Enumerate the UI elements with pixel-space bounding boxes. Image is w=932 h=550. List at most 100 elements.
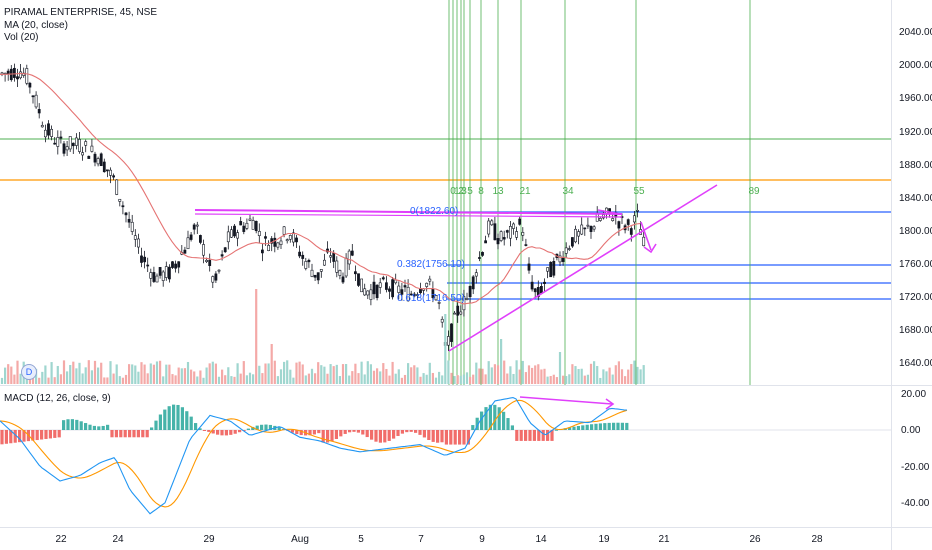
- macd-histogram-bar: [458, 430, 462, 445]
- volume-legend[interactable]: Vol (20): [4, 32, 39, 43]
- volume-bar: [53, 377, 56, 384]
- volume-bar: [298, 361, 301, 384]
- macd-histogram-bar: [251, 426, 255, 430]
- fib-time-zone-label[interactable]: 3: [461, 186, 467, 197]
- volume-bar: [341, 364, 345, 384]
- volume-bar: [190, 369, 193, 384]
- volume-bar: [323, 366, 326, 384]
- candle-body: [378, 282, 382, 288]
- rising-trendline: [448, 184, 718, 352]
- fib-time-zone-label[interactable]: 34: [562, 186, 574, 197]
- candle-body: [384, 282, 388, 290]
- candle-body: [124, 212, 128, 216]
- macd-legend[interactable]: MACD (12, 26, close, 9): [4, 393, 111, 404]
- macd-histogram-bar: [365, 430, 369, 438]
- macd-histogram-bar: [378, 430, 382, 443]
- candle-body: [512, 223, 515, 229]
- macd-histogram-bar: [453, 430, 457, 445]
- fib-time-zone-label[interactable]: 55: [633, 186, 645, 197]
- fib-time-zone-label[interactable]: 1: [454, 186, 460, 197]
- candle-body: [570, 237, 574, 247]
- candle-body: [347, 250, 351, 265]
- fib-time-zone-label[interactable]: 13: [492, 186, 504, 197]
- volume-bar: [503, 360, 506, 384]
- date-axis-label: 5: [358, 534, 364, 545]
- volume-bar: [642, 365, 645, 384]
- candle-body: [372, 281, 376, 295]
- macd-histogram-bar: [185, 411, 189, 430]
- macd-histogram-bar: [211, 430, 215, 434]
- dividend-event-badge[interactable]: D: [21, 364, 37, 380]
- macd-histogram-bar: [128, 430, 132, 438]
- macd-histogram-bar: [216, 430, 220, 435]
- fib-time-zone-label[interactable]: 21: [519, 186, 531, 197]
- fib-time-zone-label[interactable]: 0: [450, 186, 456, 197]
- volume-bar: [103, 377, 106, 384]
- macd-histogram-bar: [238, 430, 242, 433]
- candle-body: [484, 240, 488, 244]
- volume-bar: [413, 365, 416, 384]
- volume-bar: [264, 363, 267, 384]
- macd-histogram-bar: [334, 430, 338, 440]
- macd-histogram-bar: [317, 430, 321, 434]
- fib-level-label[interactable]: 0.618(1716.50): [397, 293, 465, 304]
- candle-body: [155, 275, 159, 283]
- volume-bar: [540, 369, 543, 384]
- candle-body: [471, 276, 475, 290]
- macd-histogram-bar: [321, 430, 325, 443]
- macd-histogram-bar: [528, 430, 532, 441]
- macd-histogram-bar: [70, 419, 74, 430]
- volume-bar: [512, 373, 515, 384]
- candle-body: [397, 285, 401, 293]
- volume-bar: [462, 374, 465, 384]
- macd-histogram-bar: [598, 423, 602, 430]
- macd-histogram-bar: [568, 427, 572, 430]
- macd-histogram-bar: [361, 430, 365, 435]
- candle-body: [31, 95, 35, 98]
- candle-body: [130, 221, 134, 232]
- symbol-legend[interactable]: PIRAMAL ENTERPRISE, 45, NSE: [4, 7, 158, 18]
- candle-body: [65, 146, 69, 151]
- macd-histogram-bar: [326, 430, 330, 443]
- volume-bar: [50, 362, 53, 384]
- candle-body: [202, 244, 205, 256]
- candle-body: [583, 227, 587, 230]
- volume-bar: [239, 373, 242, 384]
- volume-bar: [214, 363, 217, 384]
- candle-body: [505, 230, 509, 233]
- macd-histogram-bar: [154, 420, 158, 430]
- ma-legend[interactable]: MA (20, close): [4, 20, 68, 31]
- price-axis-label: 2040.00: [899, 27, 932, 38]
- macd-histogram-bar: [541, 430, 545, 441]
- volume-bar: [270, 344, 273, 384]
- volume-bar: [469, 376, 472, 384]
- candle-body: [391, 279, 395, 298]
- macd-histogram-bar: [97, 426, 101, 430]
- fib-level-label[interactable]: 0.382(1756.10): [397, 259, 465, 270]
- fib-time-zone-label[interactable]: 89: [748, 186, 760, 197]
- candle-body: [239, 221, 243, 226]
- fib-level-label[interactable]: 0(1822.60): [410, 206, 459, 217]
- candle-body: [564, 247, 568, 254]
- macd-histogram-bar: [101, 425, 105, 430]
- macd-histogram-bar: [141, 430, 145, 438]
- panel-divider: [0, 385, 932, 386]
- macd-histogram-bar: [546, 430, 550, 441]
- macd-histogram-bar: [295, 430, 299, 435]
- macd-histogram-bar: [246, 428, 250, 430]
- fib-time-zone-label[interactable]: 8: [478, 186, 484, 197]
- volume-bar: [81, 373, 84, 384]
- candle-body: [233, 225, 236, 237]
- macd-histogram-bar: [590, 424, 594, 430]
- macd-histogram-bar: [9, 430, 13, 444]
- fib-time-zone-label[interactable]: 5: [467, 186, 473, 197]
- macd-histogram-bar: [207, 430, 211, 432]
- volume-bar: [292, 377, 295, 384]
- fib-time-zone-label[interactable]: 2: [458, 186, 464, 197]
- volume-bar: [403, 374, 407, 384]
- volume-bar: [555, 377, 558, 384]
- macd-histogram-bar: [75, 419, 79, 430]
- volume-bar: [267, 363, 270, 384]
